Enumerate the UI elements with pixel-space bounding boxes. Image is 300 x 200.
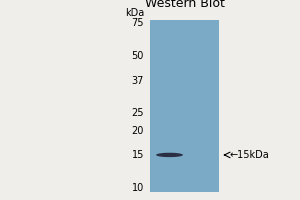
Text: 37: 37: [132, 76, 144, 86]
FancyBboxPatch shape: [150, 20, 219, 192]
Text: ←15kDa: ←15kDa: [230, 150, 269, 160]
Text: 75: 75: [131, 18, 144, 28]
Text: 15: 15: [132, 150, 144, 160]
Text: 25: 25: [131, 108, 144, 118]
Text: kDa: kDa: [125, 8, 144, 18]
Text: Western Blot: Western Blot: [145, 0, 224, 10]
Text: 10: 10: [132, 183, 144, 193]
Ellipse shape: [156, 153, 183, 157]
Text: 20: 20: [132, 126, 144, 136]
Text: 50: 50: [132, 51, 144, 61]
